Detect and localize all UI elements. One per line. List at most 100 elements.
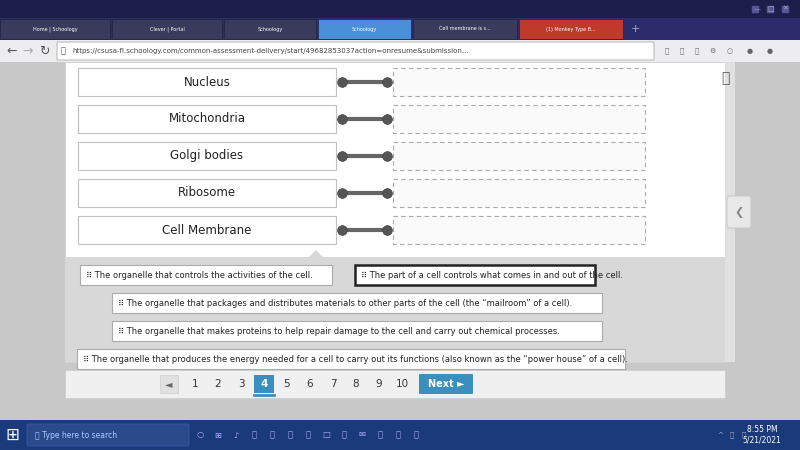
Text: +: + <box>630 24 640 34</box>
Text: 🔒: 🔒 <box>395 431 401 440</box>
FancyBboxPatch shape <box>27 424 189 446</box>
Text: Schoology: Schoology <box>352 27 377 32</box>
Text: 8:55 PM: 8:55 PM <box>746 426 778 435</box>
Text: □: □ <box>322 431 330 440</box>
Text: —: — <box>754 6 761 12</box>
FancyBboxPatch shape <box>0 0 800 18</box>
FancyBboxPatch shape <box>78 179 336 207</box>
Text: 💾: 💾 <box>680 48 684 54</box>
FancyBboxPatch shape <box>65 257 725 362</box>
FancyBboxPatch shape <box>318 19 411 39</box>
Text: □: □ <box>768 6 774 12</box>
FancyBboxPatch shape <box>727 196 751 228</box>
Text: 5/21/2021: 5/21/2021 <box>742 436 782 445</box>
Text: ○: ○ <box>727 48 733 54</box>
FancyBboxPatch shape <box>413 19 517 39</box>
FancyBboxPatch shape <box>78 142 336 170</box>
Text: 🚢: 🚢 <box>287 431 293 440</box>
FancyBboxPatch shape <box>65 62 725 362</box>
Text: 📶: 📶 <box>742 432 746 438</box>
Text: 3: 3 <box>238 379 244 389</box>
Text: ◄: ◄ <box>166 379 173 389</box>
Text: (1) Monkey Type B...: (1) Monkey Type B... <box>546 27 596 32</box>
Text: ⤢: ⤢ <box>721 71 729 85</box>
Text: 2: 2 <box>214 379 222 389</box>
Text: ⬛: ⬛ <box>414 431 418 440</box>
Text: 🔊: 🔊 <box>730 432 734 438</box>
Text: ❮: ❮ <box>734 207 744 217</box>
Polygon shape <box>393 105 645 133</box>
FancyBboxPatch shape <box>0 19 110 39</box>
FancyBboxPatch shape <box>112 321 602 341</box>
Text: ●: ● <box>767 48 773 54</box>
Polygon shape <box>393 216 645 244</box>
Polygon shape <box>393 142 645 170</box>
Text: 📋: 📋 <box>270 431 274 440</box>
Text: 10: 10 <box>395 379 409 389</box>
Text: Cell membrane is s...: Cell membrane is s... <box>439 27 491 32</box>
FancyBboxPatch shape <box>57 42 654 60</box>
Text: Clever | Portal: Clever | Portal <box>150 26 184 32</box>
Text: ⊞: ⊞ <box>214 431 222 440</box>
FancyBboxPatch shape <box>419 374 473 394</box>
Text: ⚙: ⚙ <box>709 48 715 54</box>
Polygon shape <box>393 179 645 207</box>
Text: 🌐: 🌐 <box>695 48 699 54</box>
FancyBboxPatch shape <box>112 293 602 313</box>
Text: ○: ○ <box>196 431 204 440</box>
Text: ←: ← <box>6 45 18 58</box>
Text: ^: ^ <box>717 432 723 438</box>
FancyBboxPatch shape <box>78 105 336 133</box>
Text: 5: 5 <box>284 379 290 389</box>
Text: ↻: ↻ <box>38 45 50 58</box>
FancyBboxPatch shape <box>160 375 178 393</box>
Text: 🌐: 🌐 <box>251 431 257 440</box>
Text: 🐦: 🐦 <box>342 431 346 440</box>
FancyBboxPatch shape <box>0 420 800 450</box>
Text: ⊞: ⊞ <box>5 426 19 444</box>
Text: ✉: ✉ <box>358 431 366 440</box>
Polygon shape <box>309 250 323 257</box>
Text: ⭐: ⭐ <box>665 48 669 54</box>
FancyBboxPatch shape <box>78 68 336 96</box>
Text: 🗻: 🗻 <box>306 431 310 440</box>
FancyBboxPatch shape <box>254 375 274 393</box>
Text: Golgi bodies: Golgi bodies <box>170 149 243 162</box>
Text: Mitochondria: Mitochondria <box>169 112 246 126</box>
FancyBboxPatch shape <box>355 265 595 285</box>
Text: →: → <box>22 45 34 58</box>
Text: 🔒: 🔒 <box>61 46 66 55</box>
Text: Schoology: Schoology <box>258 27 282 32</box>
FancyBboxPatch shape <box>519 19 623 39</box>
FancyBboxPatch shape <box>0 18 800 40</box>
FancyBboxPatch shape <box>0 40 800 62</box>
Text: ⠿ The part of a cell controls what comes in and out of the cell.: ⠿ The part of a cell controls what comes… <box>361 270 623 279</box>
FancyBboxPatch shape <box>725 62 735 362</box>
Text: Home | Schoology: Home | Schoology <box>33 26 78 32</box>
FancyBboxPatch shape <box>224 19 316 39</box>
Text: https://csusa-fl.schoology.com/common-assessment-delivery/start/49682853037actio: https://csusa-fl.schoology.com/common-as… <box>72 48 469 54</box>
Polygon shape <box>393 68 645 96</box>
Text: ⠿ The organelle that packages and distributes materials to other parts of the ce: ⠿ The organelle that packages and distri… <box>118 298 572 307</box>
Text: 1: 1 <box>192 379 198 389</box>
Text: Next ►: Next ► <box>428 379 464 389</box>
Text: Cell Membrane: Cell Membrane <box>162 224 252 237</box>
FancyBboxPatch shape <box>78 216 336 244</box>
Text: 7: 7 <box>330 379 336 389</box>
FancyBboxPatch shape <box>0 62 800 450</box>
Text: 9: 9 <box>376 379 382 389</box>
Text: 6: 6 <box>306 379 314 389</box>
Text: ✕: ✕ <box>782 6 788 12</box>
Text: 📁: 📁 <box>378 431 382 440</box>
FancyBboxPatch shape <box>112 19 222 39</box>
Text: ●: ● <box>747 48 753 54</box>
Text: ⠿ The organelle that produces the energy needed for a cell to carry out its func: ⠿ The organelle that produces the energy… <box>83 355 628 364</box>
Text: ♪: ♪ <box>234 431 238 440</box>
FancyBboxPatch shape <box>65 370 725 398</box>
FancyBboxPatch shape <box>80 265 332 285</box>
Text: Nucleus: Nucleus <box>183 76 230 89</box>
Text: ⠿ The organelle that controls the activities of the cell.: ⠿ The organelle that controls the activi… <box>86 270 313 279</box>
Text: 8: 8 <box>353 379 359 389</box>
Text: Ribosome: Ribosome <box>178 186 236 199</box>
Text: 🔍 Type here to search: 🔍 Type here to search <box>35 431 117 440</box>
